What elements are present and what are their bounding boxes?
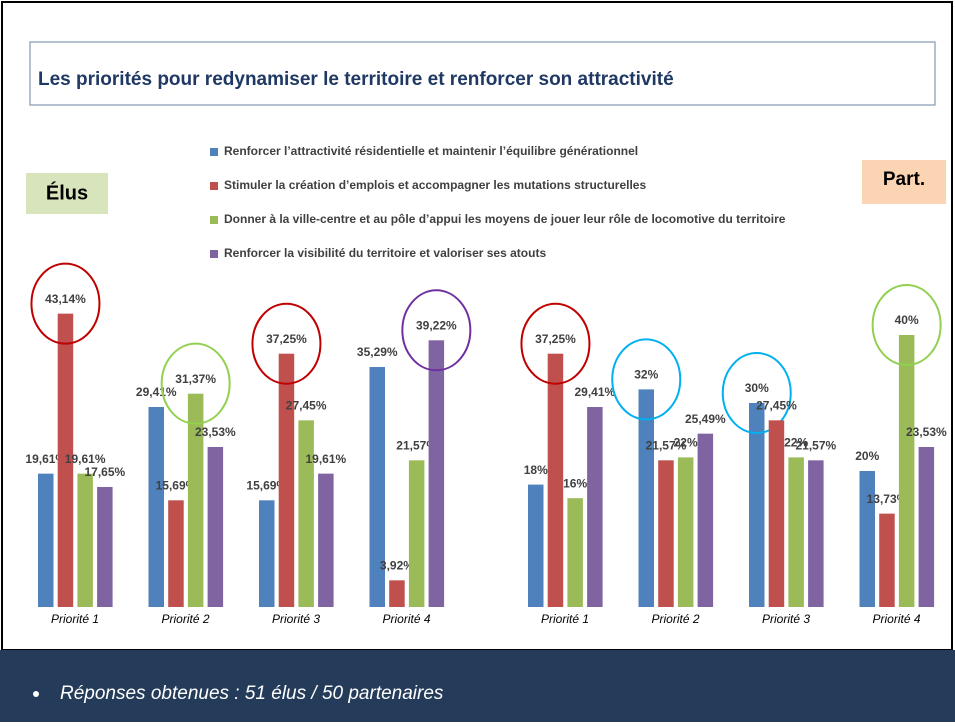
- bar: [408, 460, 425, 607]
- value-label: 16%: [563, 476, 587, 490]
- value-label: 17,65%: [84, 465, 125, 479]
- value-label: 21,57%: [795, 438, 836, 452]
- value-label: 23,53%: [906, 425, 947, 439]
- value-label: 25,49%: [685, 412, 726, 426]
- value-label: 18%: [524, 463, 548, 477]
- value-label: 23,53%: [195, 425, 236, 439]
- legend-swatch: [210, 250, 218, 258]
- x-tick-label: Priorité 3: [272, 612, 320, 626]
- value-label: 22%: [674, 436, 698, 450]
- bar: [528, 484, 544, 607]
- value-label: 22%: [784, 436, 808, 450]
- value-label: 43,14%: [45, 292, 86, 306]
- value-label: 15,69%: [156, 478, 197, 492]
- bar: [38, 473, 54, 607]
- value-label: 27,45%: [286, 399, 327, 413]
- bar: [879, 513, 895, 607]
- bar: [97, 486, 113, 607]
- value-label: 39,22%: [416, 318, 457, 332]
- bar: [788, 457, 804, 607]
- value-label: 19,61%: [25, 452, 66, 466]
- value-label: 29,41%: [574, 385, 615, 399]
- highlight-circle: [401, 289, 472, 372]
- value-label: 31,37%: [175, 372, 216, 386]
- legend-label: Renforcer l’attractivité résidentielle e…: [224, 144, 638, 158]
- x-tick-label: Priorité 2: [651, 612, 699, 626]
- highlight-circle: [721, 352, 792, 434]
- x-tick-label: Priorité 4: [872, 612, 920, 626]
- bar: [187, 393, 204, 607]
- legend-swatch: [210, 216, 218, 224]
- bar: [587, 407, 603, 607]
- legend-swatch: [210, 148, 218, 156]
- slide-title: Les priorités pour redynamiser le territ…: [38, 69, 674, 90]
- x-tick-label: Priorité 1: [541, 612, 589, 626]
- x-tick-label: Priorité 1: [51, 612, 99, 626]
- bar: [318, 473, 334, 607]
- value-label: 20%: [855, 449, 879, 463]
- highlight-circle: [160, 342, 231, 425]
- bar: [278, 353, 295, 607]
- footer-text: Réponses obtenues : 51 élus / 50 partena…: [60, 683, 444, 704]
- legend-label: Renforcer la visibilité du territoire et…: [224, 246, 546, 260]
- bar: [259, 500, 275, 607]
- title-box: [29, 41, 936, 106]
- bullet: [33, 691, 39, 697]
- value-label: 3,92%: [380, 559, 414, 573]
- bar: [389, 580, 405, 607]
- chart-label: Élus: [46, 181, 88, 204]
- bar: [749, 403, 765, 607]
- bar: [768, 420, 785, 607]
- bar: [658, 460, 674, 607]
- value-label: 29,41%: [136, 385, 177, 399]
- highlight-circle: [520, 302, 591, 385]
- bar: [428, 340, 445, 607]
- highlight-circle: [611, 338, 682, 421]
- highlight-circle: [871, 284, 942, 366]
- bar: [148, 407, 164, 607]
- x-tick-label: Priorité 2: [161, 612, 209, 626]
- value-label: 21,57%: [396, 438, 437, 452]
- value-label: 32%: [634, 368, 658, 382]
- value-label: 37,25%: [535, 332, 576, 346]
- bar: [638, 389, 654, 607]
- bar: [808, 460, 824, 607]
- value-label: 19,61%: [65, 452, 106, 466]
- bar: [697, 433, 714, 607]
- value-label: 21,57%: [646, 438, 687, 452]
- legend-swatch: [210, 182, 218, 190]
- bar: [369, 367, 385, 607]
- value-label: 35,29%: [357, 345, 398, 359]
- bar: [677, 457, 694, 607]
- chart-label: Part.: [883, 169, 925, 190]
- bar: [298, 420, 314, 607]
- bar: [859, 471, 875, 607]
- value-label: 19,61%: [305, 452, 346, 466]
- bar: [77, 473, 93, 607]
- part-box: [862, 160, 946, 204]
- value-label: 13,73%: [867, 492, 908, 506]
- legend-label: Stimuler la création d’emplois et accomp…: [224, 178, 646, 192]
- bar: [168, 500, 184, 607]
- value-label: 30%: [745, 381, 769, 395]
- bar: [567, 498, 583, 607]
- bar: [918, 446, 935, 607]
- x-tick-label: Priorité 4: [382, 612, 430, 626]
- highlight-circle: [251, 302, 322, 385]
- highlight-circle: [30, 262, 101, 345]
- footer-band: [0, 650, 955, 722]
- bar: [57, 313, 74, 607]
- value-label: 15,69%: [246, 478, 287, 492]
- bar: [547, 353, 564, 607]
- x-tick-label: Priorité 3: [762, 612, 810, 626]
- value-label: 37,25%: [266, 332, 307, 346]
- bar: [207, 446, 224, 607]
- bar: [898, 335, 915, 607]
- legend-label: Donner à la ville-centre et au pôle d’ap…: [224, 212, 786, 226]
- value-label: 40%: [895, 313, 919, 327]
- elus-box: [26, 173, 108, 214]
- value-label: 27,45%: [756, 399, 797, 413]
